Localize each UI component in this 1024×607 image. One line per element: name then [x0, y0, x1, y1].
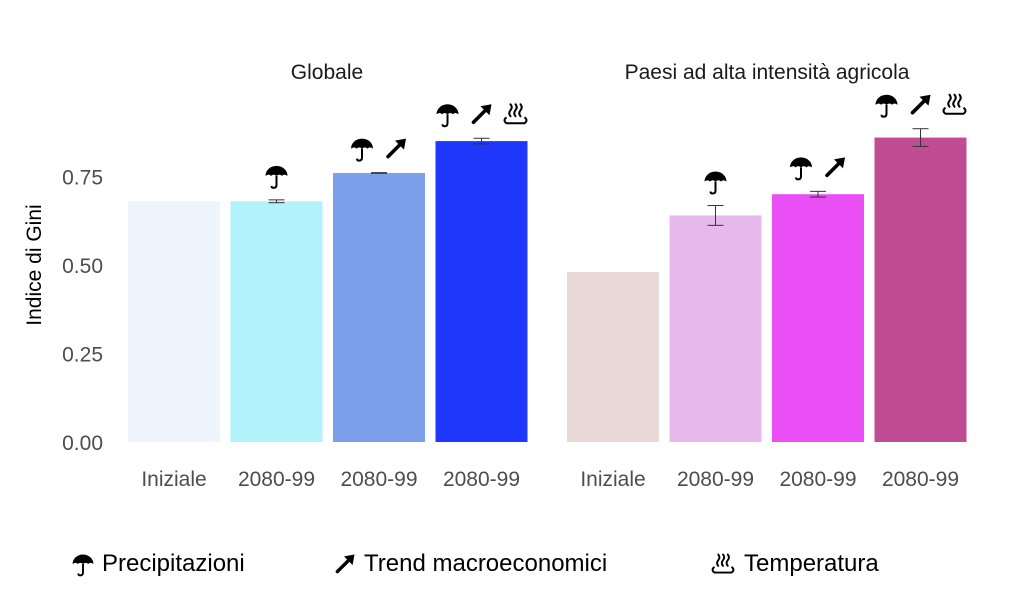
x-tick-label: 2080-99 [443, 468, 520, 491]
umbrella-icon [704, 171, 727, 195]
y-tick-label: 0.00 [62, 432, 103, 455]
umbrella-icon [875, 94, 898, 118]
umbrella-icon [265, 165, 288, 189]
bar [435, 141, 528, 442]
bar [230, 201, 323, 442]
heat-icon [503, 103, 528, 125]
y-tick-label: 0.25 [62, 344, 103, 367]
bar [669, 215, 762, 442]
arrow-icon [386, 138, 406, 159]
bar [567, 272, 659, 442]
legend-label-temperatura: Temperatura [744, 550, 879, 577]
y-tick-label: 0.50 [62, 255, 103, 278]
x-tick-label: 2080-99 [238, 468, 315, 491]
bar [333, 172, 425, 442]
umbrella-icon [436, 104, 459, 128]
heat-icon [711, 553, 735, 574]
y-axis-label: Indice di Gini [23, 204, 46, 325]
umbrella-icon [72, 554, 94, 577]
x-tick-label: Iniziale [141, 468, 206, 491]
x-tick-label: Iniziale [580, 468, 645, 491]
x-tick-label: 2080-99 [340, 468, 417, 491]
umbrella-icon [790, 157, 812, 181]
error-bar [810, 190, 826, 198]
legend: Precipitazioni Trend macroeconomici Temp… [0, 550, 1024, 590]
legend-label-trend: Trend macroeconomici [364, 550, 608, 577]
panel-1: Globale Iniziale 2080-99 2080-99 2080-99 [128, 61, 528, 491]
panel-title: Globale [291, 61, 363, 84]
y-tick-label: 0.75 [62, 167, 103, 190]
heat-icon [942, 93, 967, 115]
arrow-icon [335, 554, 355, 574]
x-tick-label: 2080-99 [882, 468, 959, 491]
arrow-icon [471, 104, 492, 125]
y-axis: 0.00 0.25 0.50 0.75 [62, 167, 103, 456]
panel-2: Paesi ad alta intensità agricola Iniziale… [567, 61, 967, 491]
legend-item-precipitazioni: Precipitazioni [70, 550, 245, 578]
legend-label-precipitazioni: Precipitazioni [102, 550, 245, 577]
bar [874, 137, 967, 442]
x-tick-label: 2080-99 [779, 468, 856, 491]
error-bar [473, 137, 490, 145]
gini-bar-chart: 0.00 0.25 0.50 0.75 Indice di Gini Globale I… [23, 61, 967, 491]
arrow-icon [335, 554, 355, 574]
x-tick-label: 2080-99 [677, 468, 754, 491]
legend-item-temperatura: Temperatura [708, 550, 879, 578]
bar [772, 194, 864, 442]
panel-title: Paesi ad alta intensità agricola [625, 61, 910, 84]
bar [128, 201, 220, 442]
arrow-icon [825, 157, 845, 178]
error-bar [912, 128, 929, 147]
arrow-icon [910, 94, 931, 115]
error-bar [371, 172, 387, 174]
heat-icon [711, 553, 735, 574]
umbrella-icon [72, 554, 94, 577]
umbrella-icon [351, 138, 373, 162]
error-bar [268, 199, 285, 204]
legend-item-trend: Trend macroeconomici [332, 550, 607, 578]
error-bar [707, 205, 724, 226]
